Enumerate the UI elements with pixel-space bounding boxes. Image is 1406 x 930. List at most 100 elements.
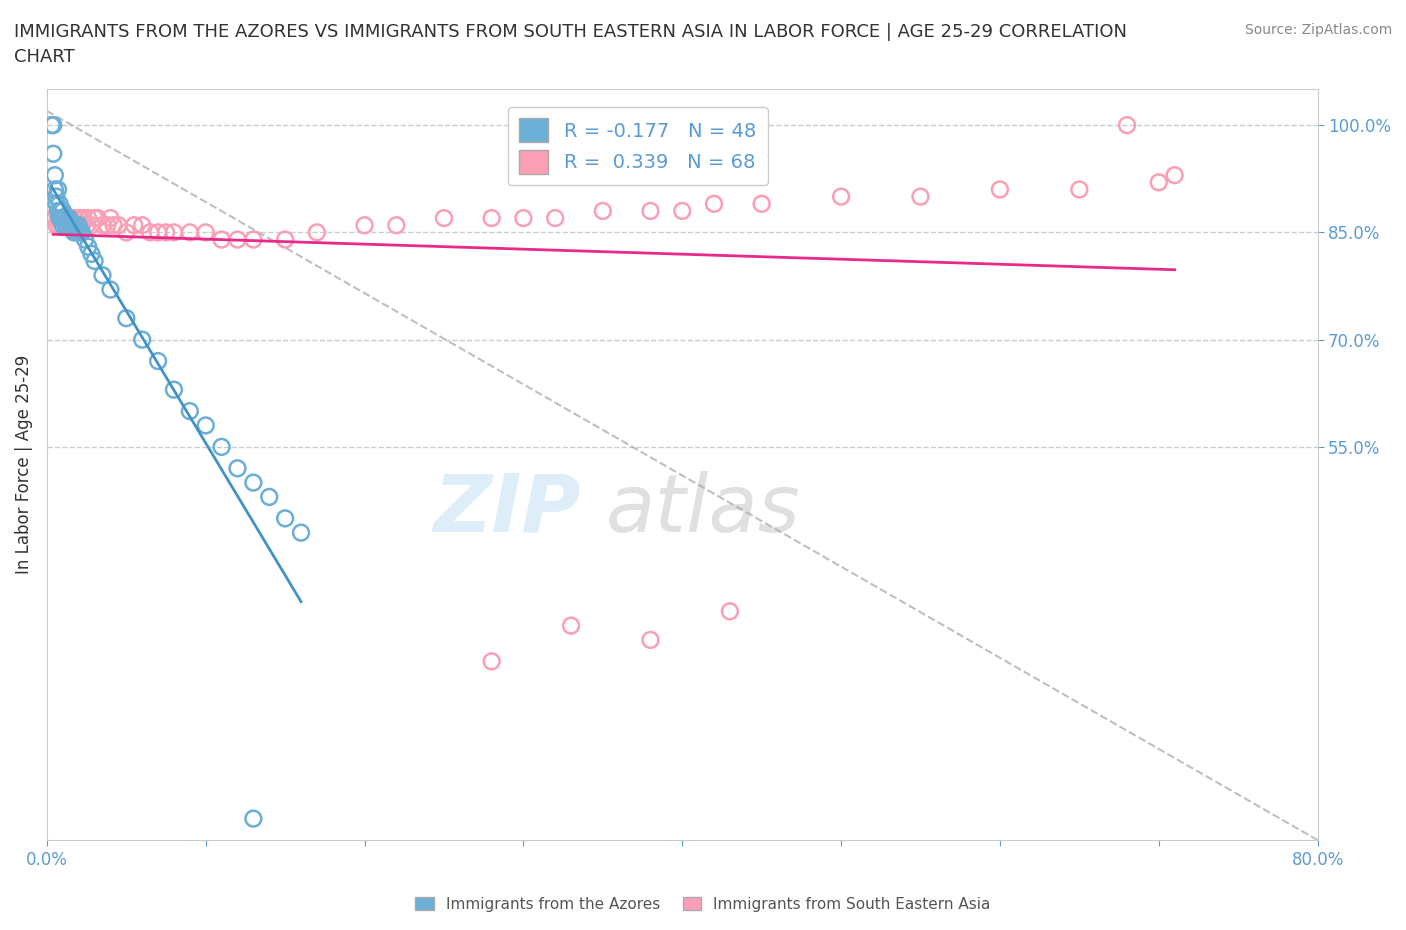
Point: [544, 211, 567, 226]
Point: [60, 218, 83, 232]
Point: [242, 475, 264, 490]
Point: [51, 211, 73, 226]
Y-axis label: In Labor Force | Age 25-29: In Labor Force | Age 25-29: [15, 355, 32, 575]
Point: [66, 225, 89, 240]
Point: [48, 218, 70, 232]
Point: [512, 211, 534, 226]
Point: [52, 211, 75, 226]
Point: [58, 211, 80, 226]
Point: [194, 418, 217, 432]
Point: [640, 632, 662, 647]
Point: [45, 196, 67, 211]
Point: [242, 232, 264, 247]
Point: [163, 382, 186, 397]
Point: [100, 211, 122, 226]
Point: [42, 211, 65, 226]
Point: [69, 225, 91, 240]
Point: [1147, 175, 1170, 190]
Point: [52, 211, 75, 226]
Point: [910, 189, 932, 204]
Point: [46, 211, 69, 226]
Point: [751, 196, 773, 211]
Point: [131, 332, 153, 347]
Point: [63, 225, 86, 240]
Point: [67, 211, 90, 226]
Point: [58, 211, 80, 226]
Point: [592, 204, 614, 219]
Point: [640, 204, 662, 219]
Point: [703, 196, 725, 211]
Point: [44, 182, 66, 197]
Point: [70, 218, 93, 232]
Point: [211, 440, 233, 455]
Point: [55, 218, 77, 232]
Point: [59, 218, 82, 232]
Point: [44, 211, 66, 226]
Point: [63, 211, 86, 226]
Point: [83, 211, 105, 226]
Point: [48, 196, 70, 211]
Point: [67, 218, 90, 232]
Point: [1163, 167, 1185, 182]
Point: [259, 489, 281, 504]
Point: [274, 511, 297, 525]
Point: [51, 211, 73, 226]
Text: IMMIGRANTS FROM THE AZORES VS IMMIGRANTS FROM SOUTH EASTERN ASIA IN LABOR FORCE : IMMIGRANTS FROM THE AZORES VS IMMIGRANTS…: [14, 23, 1128, 66]
Point: [194, 225, 217, 240]
Point: [56, 218, 79, 232]
Point: [671, 204, 693, 219]
Point: [72, 211, 94, 226]
Point: [96, 218, 118, 232]
Point: [830, 189, 852, 204]
Point: [52, 218, 75, 232]
Point: [41, 118, 63, 133]
Point: [305, 225, 328, 240]
Point: [107, 218, 129, 232]
Point: [179, 225, 201, 240]
Point: [42, 118, 65, 133]
Point: [73, 232, 96, 247]
Legend: R = -0.177   N = 48, R =  0.339   N = 68: R = -0.177 N = 48, R = 0.339 N = 68: [508, 107, 768, 185]
Point: [80, 246, 103, 261]
Point: [163, 225, 186, 240]
Point: [385, 218, 408, 232]
Point: [988, 182, 1011, 197]
Point: [42, 146, 65, 161]
Point: [59, 218, 82, 232]
Point: [131, 218, 153, 232]
Point: [46, 182, 69, 197]
Point: [51, 204, 73, 219]
Legend: Immigrants from the Azores, Immigrants from South Eastern Asia: Immigrants from the Azores, Immigrants f…: [409, 890, 997, 918]
Point: [226, 232, 249, 247]
Point: [242, 811, 264, 826]
Point: [226, 461, 249, 476]
Point: [45, 218, 67, 232]
Point: [55, 218, 77, 232]
Point: [91, 268, 114, 283]
Point: [53, 211, 76, 226]
Point: [91, 218, 114, 232]
Point: [77, 239, 100, 254]
Point: [80, 218, 103, 232]
Point: [211, 232, 233, 247]
Point: [52, 204, 75, 219]
Point: [481, 211, 503, 226]
Point: [60, 218, 83, 232]
Point: [86, 211, 108, 226]
Point: [115, 225, 138, 240]
Point: [66, 218, 89, 232]
Point: [139, 225, 162, 240]
Point: [353, 218, 375, 232]
Point: [70, 225, 93, 240]
Point: [56, 211, 79, 226]
Point: [433, 211, 456, 226]
Point: [146, 353, 169, 368]
Point: [46, 204, 69, 219]
Point: [274, 232, 297, 247]
Point: [52, 204, 75, 219]
Point: [1069, 182, 1091, 197]
Point: [100, 282, 122, 297]
Text: Source: ZipAtlas.com: Source: ZipAtlas.com: [1244, 23, 1392, 37]
Text: atlas: atlas: [606, 471, 801, 549]
Point: [560, 618, 582, 633]
